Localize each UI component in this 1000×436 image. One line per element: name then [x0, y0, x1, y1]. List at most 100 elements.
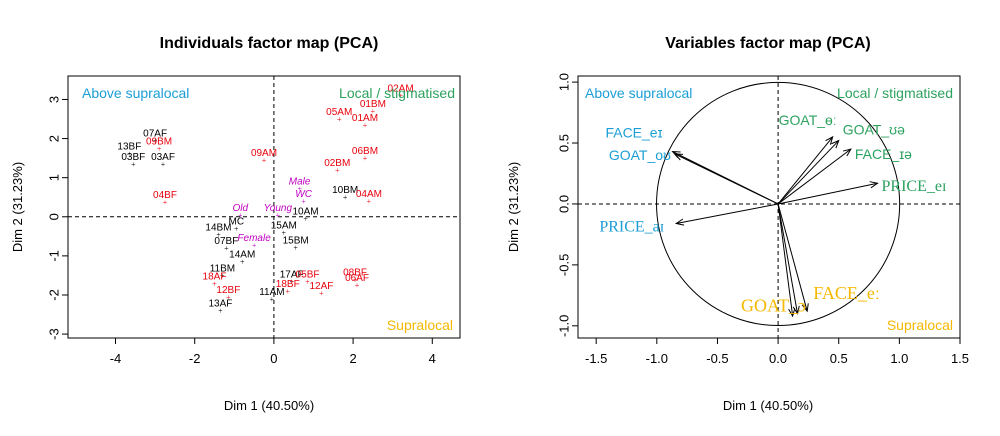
variables-xtick-label: -1.5	[585, 351, 607, 366]
individuals-ylabel: Dim 2 (31.23%)	[10, 162, 25, 252]
variables-title: Variables factor map (PCA)	[665, 35, 870, 52]
variables-ytick-label: 0.0	[557, 195, 572, 213]
point-marker: +	[398, 92, 403, 101]
variable-arrowhead	[788, 308, 796, 318]
variables-xtick-label: -1.0	[646, 351, 668, 366]
point-marker: +	[270, 295, 275, 304]
point-marker: +	[303, 215, 308, 224]
individuals-ytick-label: -1	[47, 250, 62, 262]
variables-xlabel: Dim 1 (40.50%)	[723, 398, 813, 413]
variable-arrowhead	[825, 135, 834, 145]
point-label: 01AM	[352, 113, 378, 124]
point-marker: +	[218, 307, 223, 316]
variables-quadrant-top-right: Local / stigmatised	[837, 85, 953, 101]
point-label: 15BM	[283, 235, 309, 246]
point-marker: +	[234, 225, 239, 234]
point-label: Young	[264, 203, 293, 214]
individuals-ytick-label: 1	[47, 174, 62, 181]
point-label: Female	[237, 233, 271, 244]
variables-xtick-label: 0.0	[769, 351, 787, 366]
point-marker: +	[220, 271, 225, 280]
point-label: 18AF	[203, 271, 227, 282]
variables-ytick-label: 1.0	[557, 73, 572, 91]
point-marker: +	[212, 279, 217, 288]
point-label: 09BM	[146, 136, 172, 147]
variables-xtick-label: 1.0	[890, 351, 908, 366]
point-label: 03BF	[121, 152, 145, 163]
point-marker: +	[153, 137, 158, 146]
variable-arrow	[777, 136, 834, 205]
individuals-xtick-label: 2	[349, 351, 356, 366]
individuals-quadrant-top-left: Above supralocal	[82, 85, 189, 101]
individuals-panel: Individuals factor map (PCA) -4 -2 0 2 4 -3 -2…	[10, 35, 461, 413]
variables-quadrant-top-left: Above supralocal	[585, 85, 692, 101]
individuals-ytick-label: 3	[47, 96, 62, 103]
point-label: 18BF	[276, 279, 300, 290]
individuals-xlabel: Dim 1 (40.50%)	[224, 398, 314, 413]
variables-plot-frame	[577, 75, 961, 339]
point-label: 12AF	[309, 281, 333, 292]
point-marker: +	[353, 275, 358, 284]
variables-xtick-label: 0.5	[830, 351, 848, 366]
variable-label: GOAT_ʊə	[843, 122, 905, 138]
individuals-xtick-label: -2	[189, 351, 201, 366]
point-marker: +	[337, 115, 342, 124]
variables-xtick-label: 1.5	[951, 351, 969, 366]
point-marker: +	[343, 193, 348, 202]
individuals-xtick-label: -4	[110, 351, 122, 366]
point-label: 07AF	[143, 129, 167, 140]
individuals-ytick-label: -3	[47, 328, 62, 340]
point-marker: +	[240, 258, 245, 267]
point-marker: +	[238, 211, 243, 220]
point-label: 03AF	[151, 152, 175, 163]
point-marker: +	[226, 293, 231, 302]
point-label: 09AM	[251, 148, 277, 159]
point-marker: +	[301, 197, 306, 206]
point-marker: +	[363, 154, 368, 163]
point-marker: +	[371, 107, 376, 116]
variable-arrowhead	[869, 181, 879, 189]
point-label: 06AF	[345, 273, 369, 284]
individuals-title: Individuals factor map (PCA)	[160, 35, 379, 52]
point-marker: +	[289, 277, 294, 286]
point-marker: +	[305, 277, 310, 286]
point-marker: +	[127, 149, 132, 158]
variable-label: FACE_eː	[813, 283, 880, 303]
point-label: 17AF	[280, 269, 304, 280]
variable-arrow	[777, 203, 798, 314]
variable-label: GOAT_ɔ	[741, 296, 806, 316]
variable-arrowhead	[673, 153, 684, 161]
point-label: Male	[289, 177, 311, 188]
individuals-ytick-label: 2	[47, 135, 62, 142]
point-marker: +	[216, 230, 221, 239]
point-marker: +	[224, 244, 229, 253]
point-label: Old	[232, 203, 248, 214]
point-label: 14BM	[205, 222, 231, 233]
variables-panel: Variables factor map (PCA) -1.5 -1.0 -0.5 0…	[506, 35, 969, 413]
variables-ytick-label: -1.0	[557, 315, 572, 337]
point-label: 08BF	[343, 267, 367, 278]
variable-arrow	[777, 182, 878, 205]
variable-arrow	[777, 148, 852, 205]
point-marker: +	[282, 228, 287, 237]
variable-arrowhead	[801, 303, 809, 313]
variable-arrow	[674, 153, 779, 205]
variable-arrowhead	[842, 148, 852, 157]
point-label: 04BF	[153, 190, 177, 201]
point-label: MC	[229, 217, 245, 228]
variable-label: GOAT_oʊ	[609, 147, 671, 163]
point-marker: +	[163, 198, 168, 207]
individuals-plot-frame	[67, 75, 461, 339]
point-label: 04AM	[356, 189, 382, 200]
variable-arrow	[777, 140, 840, 205]
point-label: WC	[295, 189, 312, 200]
point-label: 10AM	[293, 207, 319, 218]
point-label: 15AM	[271, 220, 297, 231]
variable-arrow	[777, 203, 808, 312]
point-marker: +	[297, 185, 302, 194]
point-marker: +	[293, 243, 298, 252]
point-marker: +	[262, 156, 267, 165]
point-label: 11AM	[259, 287, 284, 298]
point-label: 13AF	[208, 299, 232, 310]
